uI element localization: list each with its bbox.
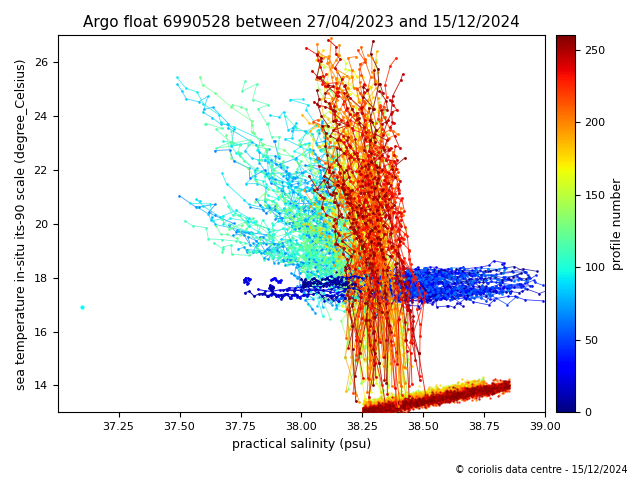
- Title: Argo float 6990528 between 27/04/2023 and 15/12/2024: Argo float 6990528 between 27/04/2023 an…: [83, 15, 520, 30]
- Text: © coriolis data centre - 15/12/2024: © coriolis data centre - 15/12/2024: [454, 465, 627, 475]
- Y-axis label: sea temperature in-situ its-90 scale (degree_Celsius): sea temperature in-situ its-90 scale (de…: [15, 58, 28, 390]
- Y-axis label: profile number: profile number: [611, 178, 624, 270]
- X-axis label: practical salinity (psu): practical salinity (psu): [232, 438, 371, 451]
